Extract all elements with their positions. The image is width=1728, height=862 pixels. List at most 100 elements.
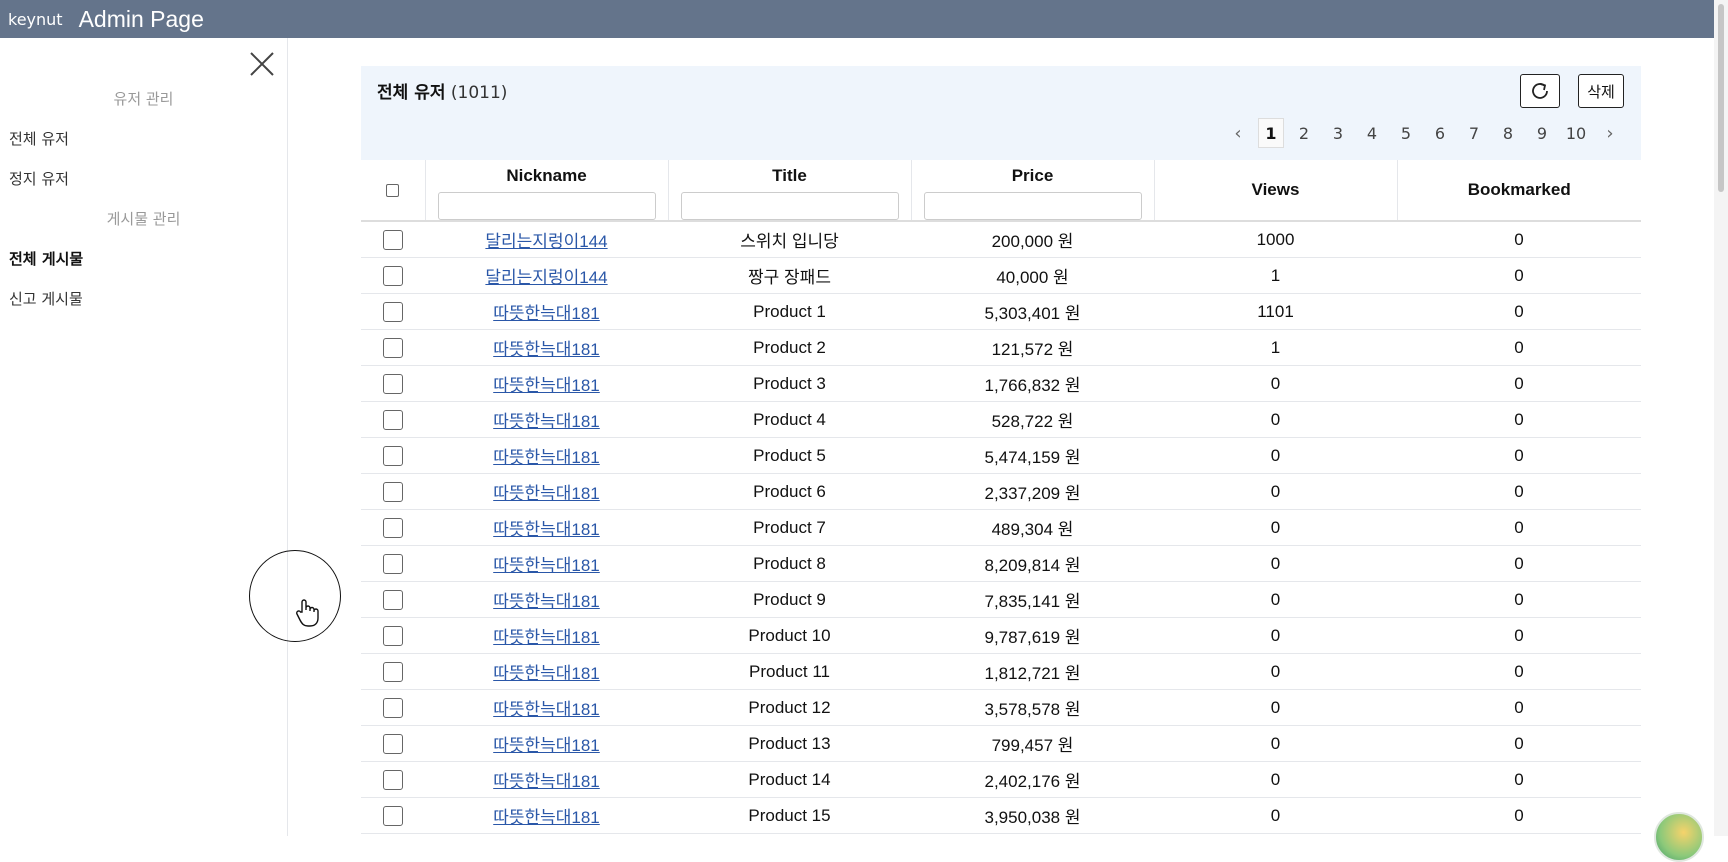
- views-cell: 1: [1154, 329, 1397, 366]
- nickname-link[interactable]: 따뜻한늑대181: [493, 340, 600, 359]
- page-button[interactable]: 8: [1502, 123, 1514, 143]
- page-button[interactable]: 7: [1468, 123, 1480, 143]
- views-cell: 0: [1154, 509, 1397, 546]
- row-checkbox[interactable]: [383, 769, 403, 790]
- price-cell: 1,812,721 원: [911, 653, 1154, 690]
- column-header-bookmarked: Bookmarked: [1397, 160, 1641, 222]
- sidebar-item-all-posts[interactable]: 전체 게시물: [9, 250, 84, 268]
- nickname-link[interactable]: 따뜻한늑대181: [493, 772, 600, 791]
- chevron-left-icon[interactable]: ‹: [1234, 122, 1242, 144]
- chevron-right-icon[interactable]: ›: [1606, 122, 1614, 144]
- row-checkbox[interactable]: [383, 373, 403, 394]
- row-checkbox[interactable]: [383, 409, 403, 430]
- row-checkbox[interactable]: [383, 301, 403, 322]
- page-button[interactable]: 1: [1258, 118, 1284, 148]
- price-cell: 5,474,159 원: [911, 437, 1154, 474]
- page-button[interactable]: 3: [1332, 123, 1344, 143]
- users-panel: 전체 유저 (1011) 삭제 ‹ 1 2 3 4 5 6 7 8 9 10 ›: [361, 66, 1641, 836]
- row-checkbox[interactable]: [383, 697, 403, 718]
- row-checkbox[interactable]: [383, 733, 403, 754]
- nickname-link[interactable]: 따뜻한늑대181: [493, 376, 600, 395]
- nickname-link[interactable]: 달리는지렁이144: [485, 232, 608, 251]
- sidebar: 유저 관리 전체 유저 정지 유저 게시물 관리 전체 게시물 신고 게시물: [0, 38, 288, 836]
- price-cell: 121,572 원: [911, 329, 1154, 366]
- title-cell: Product 8: [668, 545, 911, 582]
- nickname-cell: 따뜻한늑대181: [425, 437, 668, 474]
- nickname-link[interactable]: 따뜻한늑대181: [493, 628, 600, 647]
- nickname-cell: 따뜻한늑대181: [425, 509, 668, 546]
- page-button[interactable]: 2: [1298, 123, 1310, 143]
- views-cell: 0: [1154, 617, 1397, 654]
- nickname-link[interactable]: 따뜻한늑대181: [493, 484, 600, 503]
- delete-button[interactable]: 삭제: [1578, 74, 1624, 108]
- nickname-link[interactable]: 따뜻한늑대181: [493, 412, 600, 431]
- views-cell: 0: [1154, 797, 1397, 834]
- nickname-link[interactable]: 따뜻한늑대181: [493, 808, 600, 827]
- row-checkbox[interactable]: [383, 445, 403, 466]
- price-cell: 3,578,578 원: [911, 689, 1154, 726]
- nickname-link[interactable]: 따뜻한늑대181: [493, 520, 600, 539]
- nickname-link[interactable]: 따뜻한늑대181: [493, 700, 600, 719]
- page-button[interactable]: 4: [1366, 123, 1378, 143]
- row-checkbox[interactable]: [383, 337, 403, 358]
- title-filter-input[interactable]: [680, 192, 899, 220]
- row-checkbox[interactable]: [383, 517, 403, 538]
- bookmarked-cell: 0: [1397, 797, 1641, 834]
- floating-widget-avatar[interactable]: [1654, 812, 1704, 862]
- views-cell: 0: [1154, 473, 1397, 510]
- price-cell: 3,950,038 원: [911, 797, 1154, 834]
- title-cell: Product 5: [668, 437, 911, 474]
- nickname-link[interactable]: 따뜻한늑대181: [493, 736, 600, 755]
- page-button[interactable]: 10: [1565, 123, 1587, 143]
- page-button[interactable]: 6: [1434, 123, 1446, 143]
- nickname-link[interactable]: 달리는지렁이144: [485, 268, 608, 287]
- bookmarked-cell: 0: [1397, 365, 1641, 402]
- nickname-link[interactable]: 따뜻한늑대181: [493, 592, 600, 611]
- sidebar-item-all-users[interactable]: 전체 유저: [9, 130, 69, 148]
- sidebar-section-users: 유저 관리: [113, 90, 174, 108]
- title-cell: Product 10: [668, 617, 911, 654]
- nickname-link[interactable]: 따뜻한늑대181: [493, 556, 600, 575]
- nickname-cell: 달리는지렁이144: [425, 257, 668, 294]
- row-checkbox[interactable]: [383, 661, 403, 682]
- page-button[interactable]: 9: [1536, 123, 1548, 143]
- nickname-cell: 따뜻한늑대181: [425, 545, 668, 582]
- panel-header: 전체 유저 (1011) 삭제 ‹ 1 2 3 4 5 6 7 8 9 10 ›: [361, 66, 1641, 160]
- app-title: Admin Page: [78, 5, 204, 32]
- nickname-link[interactable]: 따뜻한늑대181: [493, 304, 600, 323]
- nickname-filter-input[interactable]: [437, 192, 656, 220]
- price-cell: 7,835,141 원: [911, 581, 1154, 618]
- row-checkbox[interactable]: [383, 589, 403, 610]
- refresh-button[interactable]: [1520, 74, 1560, 108]
- title-cell: Product 15: [668, 797, 911, 834]
- scrollbar-thumb[interactable]: [1718, 4, 1724, 192]
- nickname-cell: 따뜻한늑대181: [425, 293, 668, 330]
- page-scrollbar[interactable]: [1714, 0, 1728, 836]
- sidebar-item-suspended-users[interactable]: 정지 유저: [9, 170, 69, 188]
- row-checkbox[interactable]: [383, 805, 403, 826]
- close-icon: [250, 52, 274, 76]
- row-checkbox[interactable]: [383, 553, 403, 574]
- close-sidebar-button[interactable]: [248, 50, 276, 78]
- price-filter-input[interactable]: [923, 192, 1142, 220]
- bookmarked-cell: 0: [1397, 293, 1641, 330]
- select-all-checkbox[interactable]: [386, 184, 400, 198]
- column-header-views: Views: [1154, 160, 1398, 222]
- row-checkbox[interactable]: [383, 625, 403, 646]
- nickname-link[interactable]: 따뜻한늑대181: [493, 664, 600, 683]
- nickname-link[interactable]: 따뜻한늑대181: [493, 448, 600, 467]
- nickname-cell: 따뜻한늑대181: [425, 365, 668, 402]
- nickname-cell: 따뜻한늑대181: [425, 617, 668, 654]
- bookmarked-cell: 0: [1397, 725, 1641, 762]
- row-checkbox[interactable]: [383, 229, 403, 250]
- row-checkbox[interactable]: [383, 481, 403, 502]
- row-select-cell: [361, 257, 425, 294]
- title-cell: Product 7: [668, 509, 911, 546]
- nickname-cell: 따뜻한늑대181: [425, 797, 668, 834]
- brand-logo-text[interactable]: keynut: [8, 9, 63, 29]
- row-checkbox[interactable]: [383, 265, 403, 286]
- page-button[interactable]: 5: [1400, 123, 1412, 143]
- sidebar-item-reported-posts[interactable]: 신고 게시물: [9, 290, 83, 308]
